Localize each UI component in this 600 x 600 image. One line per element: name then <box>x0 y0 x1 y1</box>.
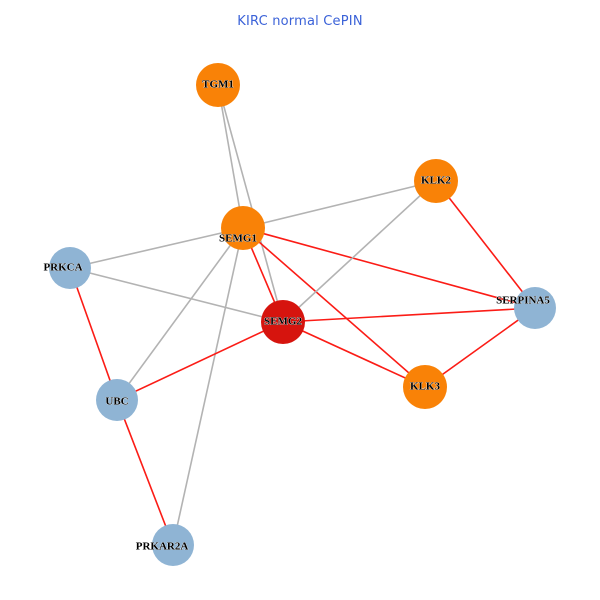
graph-edge <box>69 267 118 401</box>
edge-layer <box>69 84 536 546</box>
graph-edge <box>116 399 174 546</box>
graph-edge <box>242 227 426 388</box>
graph-edge <box>172 227 244 546</box>
graph-edge <box>69 227 244 269</box>
graph-edge <box>424 307 536 388</box>
node-layer: TGM1 KLK2 SEMG1 PRKCA SEMG2 SERPINA5 UBC KLK3 PR… <box>43 63 556 566</box>
graph-node-semg1[interactable]: SEMG1 <box>219 206 265 250</box>
graph-edge <box>116 321 284 401</box>
graph-node-serpina5[interactable]: SERPINA5 <box>496 287 556 329</box>
graph-node-prkar2a[interactable]: PRKAR2A <box>135 524 194 566</box>
graph-node-semg2[interactable]: SEMG2 <box>261 300 305 344</box>
graph-node-klk3[interactable]: KLK3 <box>403 365 447 409</box>
node-circle[interactable] <box>221 206 265 250</box>
node-circle[interactable] <box>49 247 91 289</box>
graph-node-prkca[interactable]: PRKCA <box>43 247 91 289</box>
graph-edge <box>282 321 426 388</box>
graph-edge <box>242 180 437 229</box>
graph-edge <box>69 267 284 323</box>
graph-edge <box>217 84 284 323</box>
page-title: KIRC normal CePIN <box>237 14 363 29</box>
node-circle[interactable] <box>196 63 240 107</box>
node-circle[interactable] <box>403 365 447 409</box>
node-circle[interactable] <box>261 300 305 344</box>
graph-node-ubc[interactable]: UBC <box>96 379 138 421</box>
graph-edge <box>435 180 536 309</box>
node-circle[interactable] <box>514 287 556 329</box>
graph-edge <box>282 307 536 323</box>
node-circle[interactable] <box>96 379 138 421</box>
graph-edge <box>282 180 437 323</box>
node-circle[interactable] <box>152 524 194 566</box>
node-circle[interactable] <box>414 159 458 203</box>
graph-node-tgm1[interactable]: TGM1 <box>196 63 240 107</box>
graph-edge <box>116 227 244 401</box>
graph-edge <box>242 227 536 309</box>
graph-edge <box>217 84 244 229</box>
graph-node-klk2[interactable]: KLK2 <box>414 159 458 203</box>
